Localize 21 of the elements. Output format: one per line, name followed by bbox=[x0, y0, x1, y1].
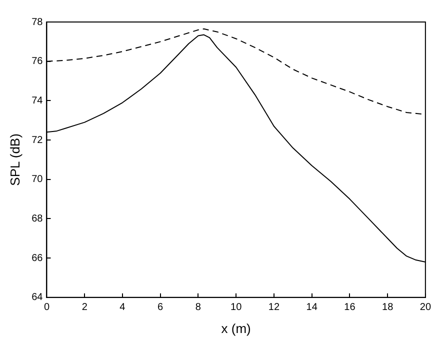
x-tick-label: 6 bbox=[158, 302, 164, 314]
y-tick-label: 74 bbox=[32, 95, 44, 106]
y-tick-label: 64 bbox=[32, 292, 44, 304]
y-tick-label: 76 bbox=[32, 56, 44, 68]
x-tick-label: 4 bbox=[120, 302, 126, 314]
x-axis-title: x (m) bbox=[221, 320, 251, 336]
x-tick-label: 12 bbox=[268, 302, 280, 314]
x-tick-label: 14 bbox=[306, 302, 318, 314]
y-tick-label: 72 bbox=[32, 134, 44, 146]
x-tick-label: 8 bbox=[195, 302, 202, 314]
x-tick-label: 20 bbox=[420, 302, 432, 314]
y-axis-title: SPL (dB) bbox=[7, 134, 22, 186]
x-tick-label: 2 bbox=[82, 302, 88, 314]
y-tick-label: 70 bbox=[32, 174, 44, 186]
x-tick-label: 10 bbox=[230, 302, 242, 314]
x-tick-label: 0 bbox=[44, 302, 50, 314]
y-tick-label: 66 bbox=[32, 252, 44, 264]
x-tick-label: 18 bbox=[382, 302, 394, 314]
x-tick-label: 16 bbox=[344, 302, 356, 314]
y-tick-label: 68 bbox=[32, 213, 44, 224]
y-tick-label: 78 bbox=[32, 16, 44, 28]
